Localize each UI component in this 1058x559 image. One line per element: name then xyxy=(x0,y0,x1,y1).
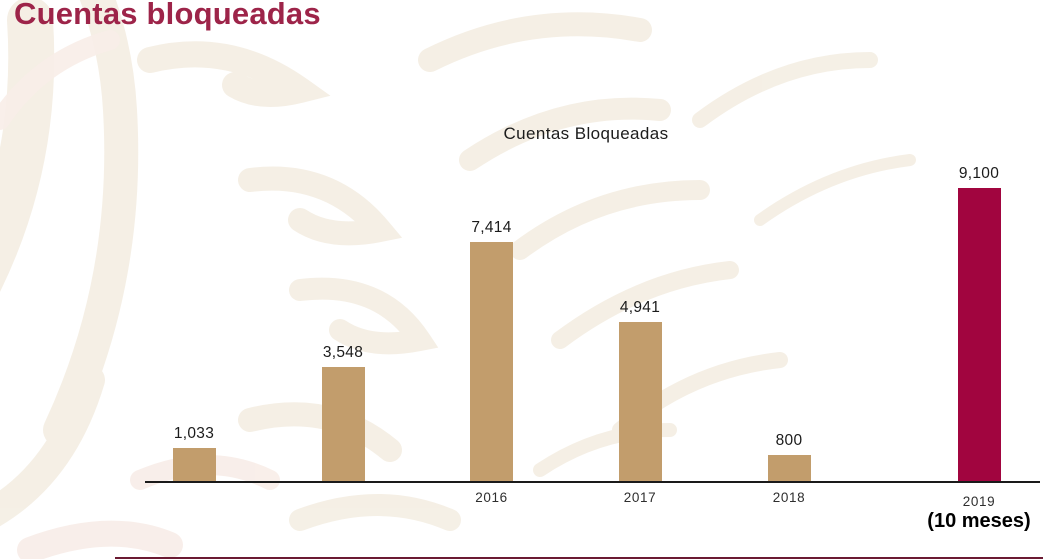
bar-value-label: 800 xyxy=(775,432,803,449)
bar-value-label: 1,033 xyxy=(173,425,215,442)
bar-value-label: 7,414 xyxy=(471,219,512,236)
bar-2019 (10 meses) xyxy=(957,188,1001,481)
bar-value-label: 9,100 xyxy=(958,165,1000,182)
bar-value-label: 4,941 xyxy=(619,299,661,316)
bar-2018 xyxy=(767,455,811,481)
bar-2016 xyxy=(470,242,513,481)
footer-accent-line xyxy=(115,557,1043,559)
page-title: Cuentas bloqueadas xyxy=(14,0,321,31)
bar-year-1 xyxy=(172,448,216,481)
x-axis-tick-label: 2019 xyxy=(962,494,996,509)
x-axis-note-label: (10 meses) xyxy=(927,510,1031,532)
bar-value-label: 3,548 xyxy=(322,344,364,361)
x-axis-tick-label: 2017 xyxy=(623,490,657,505)
x-axis-tick-label: 2018 xyxy=(772,490,806,505)
x-axis-line xyxy=(145,481,1040,483)
x-axis-tick-label: 2016 xyxy=(475,490,508,505)
bar-year-2 xyxy=(321,367,365,481)
chart-title: Cuentas Bloqueadas xyxy=(503,124,669,143)
bar-2017 xyxy=(618,322,662,481)
